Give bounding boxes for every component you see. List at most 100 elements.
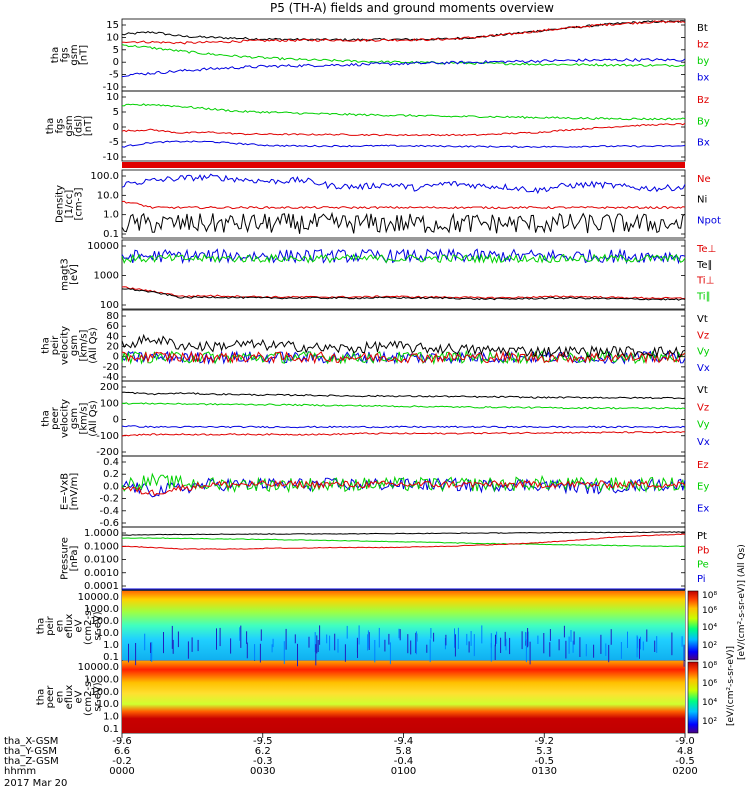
y-tick-label: 0.1 (103, 652, 119, 663)
y-tick-label: 20 (106, 342, 119, 353)
y-axis-label: peir (45, 615, 56, 635)
series-Ni (121, 211, 686, 234)
y-axis-label: eflux (64, 614, 75, 639)
y-tick-label: 0.0001 (84, 581, 119, 592)
series-Pb (122, 533, 686, 550)
x-tick-label: 6.6 (114, 746, 130, 757)
y-axis-label: tha (40, 410, 51, 426)
y-axis-label: en (55, 620, 66, 633)
legend-entry: Te⊥ (696, 244, 716, 255)
panel-3: Density[1/cc][cm-3] 100.0 10.0 1.0 0.1 Ne Ni Np… (55, 169, 721, 240)
y-tick-label: 0 (113, 352, 119, 363)
y-tick-label: 100.0 (90, 616, 119, 627)
y-tick-label: 10 (106, 32, 119, 43)
y-axis-label: eflux (64, 685, 75, 710)
series-Bz (121, 122, 686, 137)
legend-entry: bx (697, 73, 709, 84)
colorbar-tick: 10² (702, 641, 717, 651)
y-tick-label: 60 (106, 321, 119, 332)
legend-entry: Vt (697, 314, 708, 325)
y-tick-label: 1.0 (103, 712, 119, 723)
x-tick-label: -0.2 (112, 756, 132, 767)
y-tick-label: 0.0010 (84, 568, 119, 579)
x-tick-label: -9.4 (394, 736, 414, 747)
series-Ez (121, 480, 686, 497)
y-tick-label: -0.6 (99, 518, 119, 529)
y-axis-label: sr-eV) (93, 611, 104, 640)
legend-entry: Vz (697, 330, 709, 341)
series-Ti⊥ (121, 286, 686, 300)
legend-entry: Te∥ (696, 260, 713, 271)
x-tick-label: 0000 (109, 766, 134, 777)
x-tick-label: 4.8 (677, 746, 693, 757)
y-tick-label: -200 (96, 447, 119, 458)
electron-spectrogram (122, 661, 685, 733)
y-tick-label: -0.2 (99, 494, 119, 505)
y-axis-label: [km/s] (78, 329, 89, 361)
y-tick-label: 10 (106, 92, 119, 103)
x-axis-row-label: tha_Y-GSM (4, 746, 57, 757)
y-tick-label: 80 (106, 311, 119, 322)
colorbar: 10⁸ 10⁶ 10⁴ 10² 10⁸ 10⁶ 10⁴ 10² [eV/(cm²… (687, 544, 747, 734)
y-tick-label: 1000.0 (84, 674, 119, 685)
y-axis-label: velocity (59, 326, 70, 365)
series-Vt (121, 333, 686, 359)
y-axis-label: sr-eV) (93, 682, 104, 711)
y-axis-label: (dsl) (74, 115, 85, 137)
colorbar-tick: 10⁸ (702, 591, 717, 601)
panel-frame (121, 239, 686, 310)
y-axis-label: peer (45, 685, 56, 709)
legend-entry: Ey (697, 482, 709, 493)
legend-entry: Ex (697, 503, 709, 514)
y-tick-label: 0.1 (103, 724, 119, 735)
y-tick-label: 10.0 (97, 699, 119, 710)
legend-entry: by (697, 56, 709, 67)
legend-entry: Vy (697, 347, 710, 358)
series-Bt (121, 20, 686, 42)
y-tick-label: 5 (113, 107, 119, 118)
colorbar-tick: 10⁶ (702, 606, 717, 616)
x-tick-label: -0.5 (534, 756, 554, 767)
legend-entry: Vt (697, 385, 708, 396)
y-axis-label: magt3 (59, 258, 70, 291)
x-axis-row-label: tha_X-GSM (4, 736, 58, 747)
y-axis-label: en (55, 691, 66, 704)
y-axis-label: [mV/m] (69, 473, 80, 511)
y-tick-label: 100 (100, 300, 119, 311)
series-Bx (121, 140, 686, 149)
y-tick-label: 100 (100, 398, 119, 409)
plot-title: P5 (TH-A) fields and ground moments over… (270, 1, 554, 15)
legend-entry: Pi (697, 574, 706, 585)
y-axis-label: [cm-3] (74, 187, 85, 220)
y-tick-label: 0 (113, 57, 119, 68)
y-tick-label: 0.1000 (84, 541, 119, 552)
y-tick-label: 0.4 (103, 457, 119, 468)
y-tick-label: 100.0 (90, 687, 119, 698)
y-tick-label: -10 (103, 82, 119, 93)
x-axis-row-label: hhmm (4, 766, 36, 777)
series-Pt (121, 531, 686, 536)
y-axis-label: eV (74, 690, 85, 703)
colorbar-tick: 10⁶ (702, 679, 717, 689)
legend-entry: bz (697, 40, 709, 51)
colorbar-tick: 10² (702, 717, 717, 727)
panels: thafgsgsm[nT]151050-5-10Btbzbybxthafgsgs… (36, 18, 721, 735)
y-tick-label: 10.0 (97, 628, 119, 639)
series-Ne (121, 200, 686, 210)
y-axis-label: [eV] (69, 264, 80, 285)
series-Vy (121, 349, 686, 365)
legend-entry: Bx (697, 138, 710, 149)
y-axis-label: Density (55, 185, 66, 223)
y-axis-label: gsm (64, 115, 75, 136)
y-tick-label: -20 (103, 362, 119, 373)
x-tick-label: 0030 (250, 766, 275, 777)
spectrograms (122, 591, 685, 733)
y-tick-label: 0.0 (103, 481, 119, 492)
colorbar-label: [eV/(cm²-s-sr-eV)] (726, 646, 736, 726)
legend-entry: Ti∥ (696, 291, 711, 302)
legend-entry: Pb (697, 545, 709, 556)
y-axis-label: velocity (59, 399, 70, 438)
